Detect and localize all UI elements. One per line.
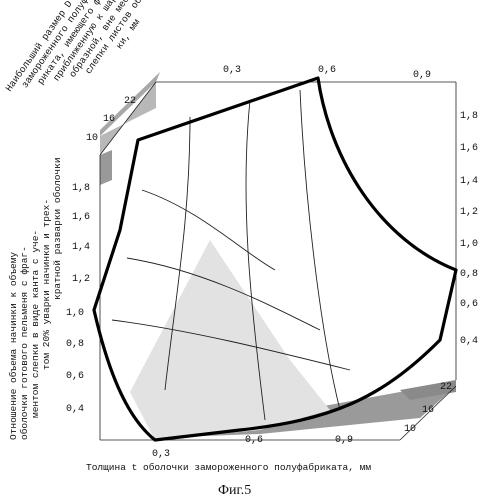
top-x-tick-2: 0,6 — [318, 65, 336, 76]
left-z-tick-0.6: 0,6 — [66, 371, 84, 382]
left-z-tick-1.6: 1,6 — [72, 212, 90, 223]
right-z-tick-0.6: 0,6 — [460, 299, 478, 310]
left-z-tick-1.8: 1,8 — [72, 183, 90, 194]
back-d-tick-16: 16 — [103, 114, 115, 125]
left-z-tick-1.2: 1,2 — [72, 274, 90, 285]
left-z-tick-0.4: 0,4 — [66, 404, 84, 415]
svg-text:том 20% уварки начинки и трех-: том 20% уварки начинки и трех- — [41, 199, 52, 370]
left-z-tick-1.4: 1,4 — [72, 242, 90, 253]
right-z-tick-0.8: 0,8 — [460, 269, 478, 280]
top-x-tick-1: 0,3 — [223, 65, 241, 76]
right-z-ticks: 1,8 1,6 1,4 1,2 1,0 0,8 0,6 0,4 — [460, 111, 478, 347]
left-z-tick-0.8: 0,8 — [66, 339, 84, 350]
bottom-x-tick-3: 0,9 — [335, 435, 353, 446]
right-z-tick-1.2: 1,2 — [460, 207, 478, 218]
front-d-tick-10: 10 — [404, 424, 416, 435]
bottom-x-tick-2: 0,6 — [245, 435, 263, 446]
front-d-tick-16: 16 — [422, 405, 434, 416]
svg-text:кратной разварки оболочки: кратной разварки оболочки — [52, 157, 63, 300]
back-d-tick-22: 22 — [124, 96, 136, 107]
left-side-shade — [100, 150, 112, 185]
right-z-tick-0.4: 0,4 — [460, 336, 478, 347]
surface-shading — [130, 240, 330, 440]
bottom-axis-label: Толщина t оболочки замороженного полуфаб… — [86, 462, 371, 473]
front-d-tick-22: 22 — [440, 382, 452, 393]
left-z-ticks: 1,8 1,6 1,4 1,2 1,0 0,8 0,6 0,4 — [66, 183, 90, 415]
svg-text:Отношение объема начинки к объ: Отношение объема начинки к объему — [8, 252, 19, 440]
figure-caption: Фиг.5 — [218, 483, 251, 498]
left-z-tick-1.0: 1,0 — [66, 308, 84, 319]
right-z-tick-1.0: 1,0 — [460, 239, 478, 250]
right-z-tick-1.6: 1,6 — [460, 143, 478, 154]
svg-text:оболочки готового пельменя с ф: оболочки готового пельменя с фраг- — [19, 246, 30, 440]
right-z-tick-1.4: 1,4 — [460, 176, 478, 187]
svg-text:ментом слепки в виде канта с у: ментом слепки в виде канта с уче- — [30, 230, 41, 418]
left-axis-label: Отношение объема начинки к объему оболоч… — [8, 157, 63, 440]
top-x-tick-3: 0,9 — [413, 70, 431, 81]
back-d-tick-10: 10 — [86, 133, 98, 144]
right-z-tick-1.8: 1,8 — [460, 111, 478, 122]
bottom-x-tick-1: 0,3 — [152, 449, 170, 460]
